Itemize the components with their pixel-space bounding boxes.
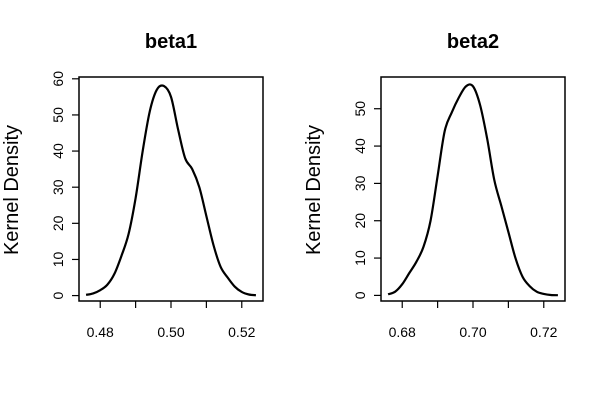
y-tick-label: 0: [50, 291, 66, 299]
y-axis: 0 10 20 30 40 50: [352, 101, 381, 299]
y-tick-label: 50: [50, 107, 66, 123]
x-tick-label: 0.50: [157, 324, 184, 340]
y-axis: 0 10 20 30 40 50 60: [50, 71, 79, 299]
y-tick-label: 20: [50, 215, 66, 231]
y-tick-label: 40: [352, 138, 368, 154]
x-axis: 0.68 0.70 0.72: [389, 301, 558, 340]
y-axis-label: Kernel Density: [1, 125, 23, 255]
x-tick-label: 0.48: [87, 324, 114, 340]
x-tick-label: 0.72: [530, 324, 557, 340]
density-curve: [85, 84, 257, 297]
y-tick-label: 40: [50, 143, 66, 159]
y-tick-label: 30: [352, 175, 368, 191]
x-tick-label: 0.70: [459, 324, 486, 340]
chart-title: beta2: [447, 31, 499, 53]
y-tick-label: 50: [352, 101, 368, 117]
chart-title: beta1: [145, 31, 197, 53]
x-tick-label: 0.68: [389, 324, 416, 340]
y-axis-label: Kernel Density: [303, 125, 325, 255]
plot-frame: [380, 76, 566, 302]
density-curve: [387, 83, 558, 297]
y-tick-label: 60: [50, 71, 66, 87]
x-axis: 0.48 0.50 0.52: [87, 301, 256, 340]
y-tick-label: 10: [50, 251, 66, 267]
y-tick-label: 30: [50, 179, 66, 195]
plot-frame: [78, 76, 264, 302]
y-tick-label: 0: [352, 291, 368, 299]
y-tick-label: 10: [352, 250, 368, 266]
x-tick-label: 0.52: [228, 324, 255, 340]
y-tick-label: 20: [352, 213, 368, 229]
panel-beta2: beta2 Kernel Density 0 10 20 30 40 50 0.68 0.7…: [303, 31, 566, 340]
